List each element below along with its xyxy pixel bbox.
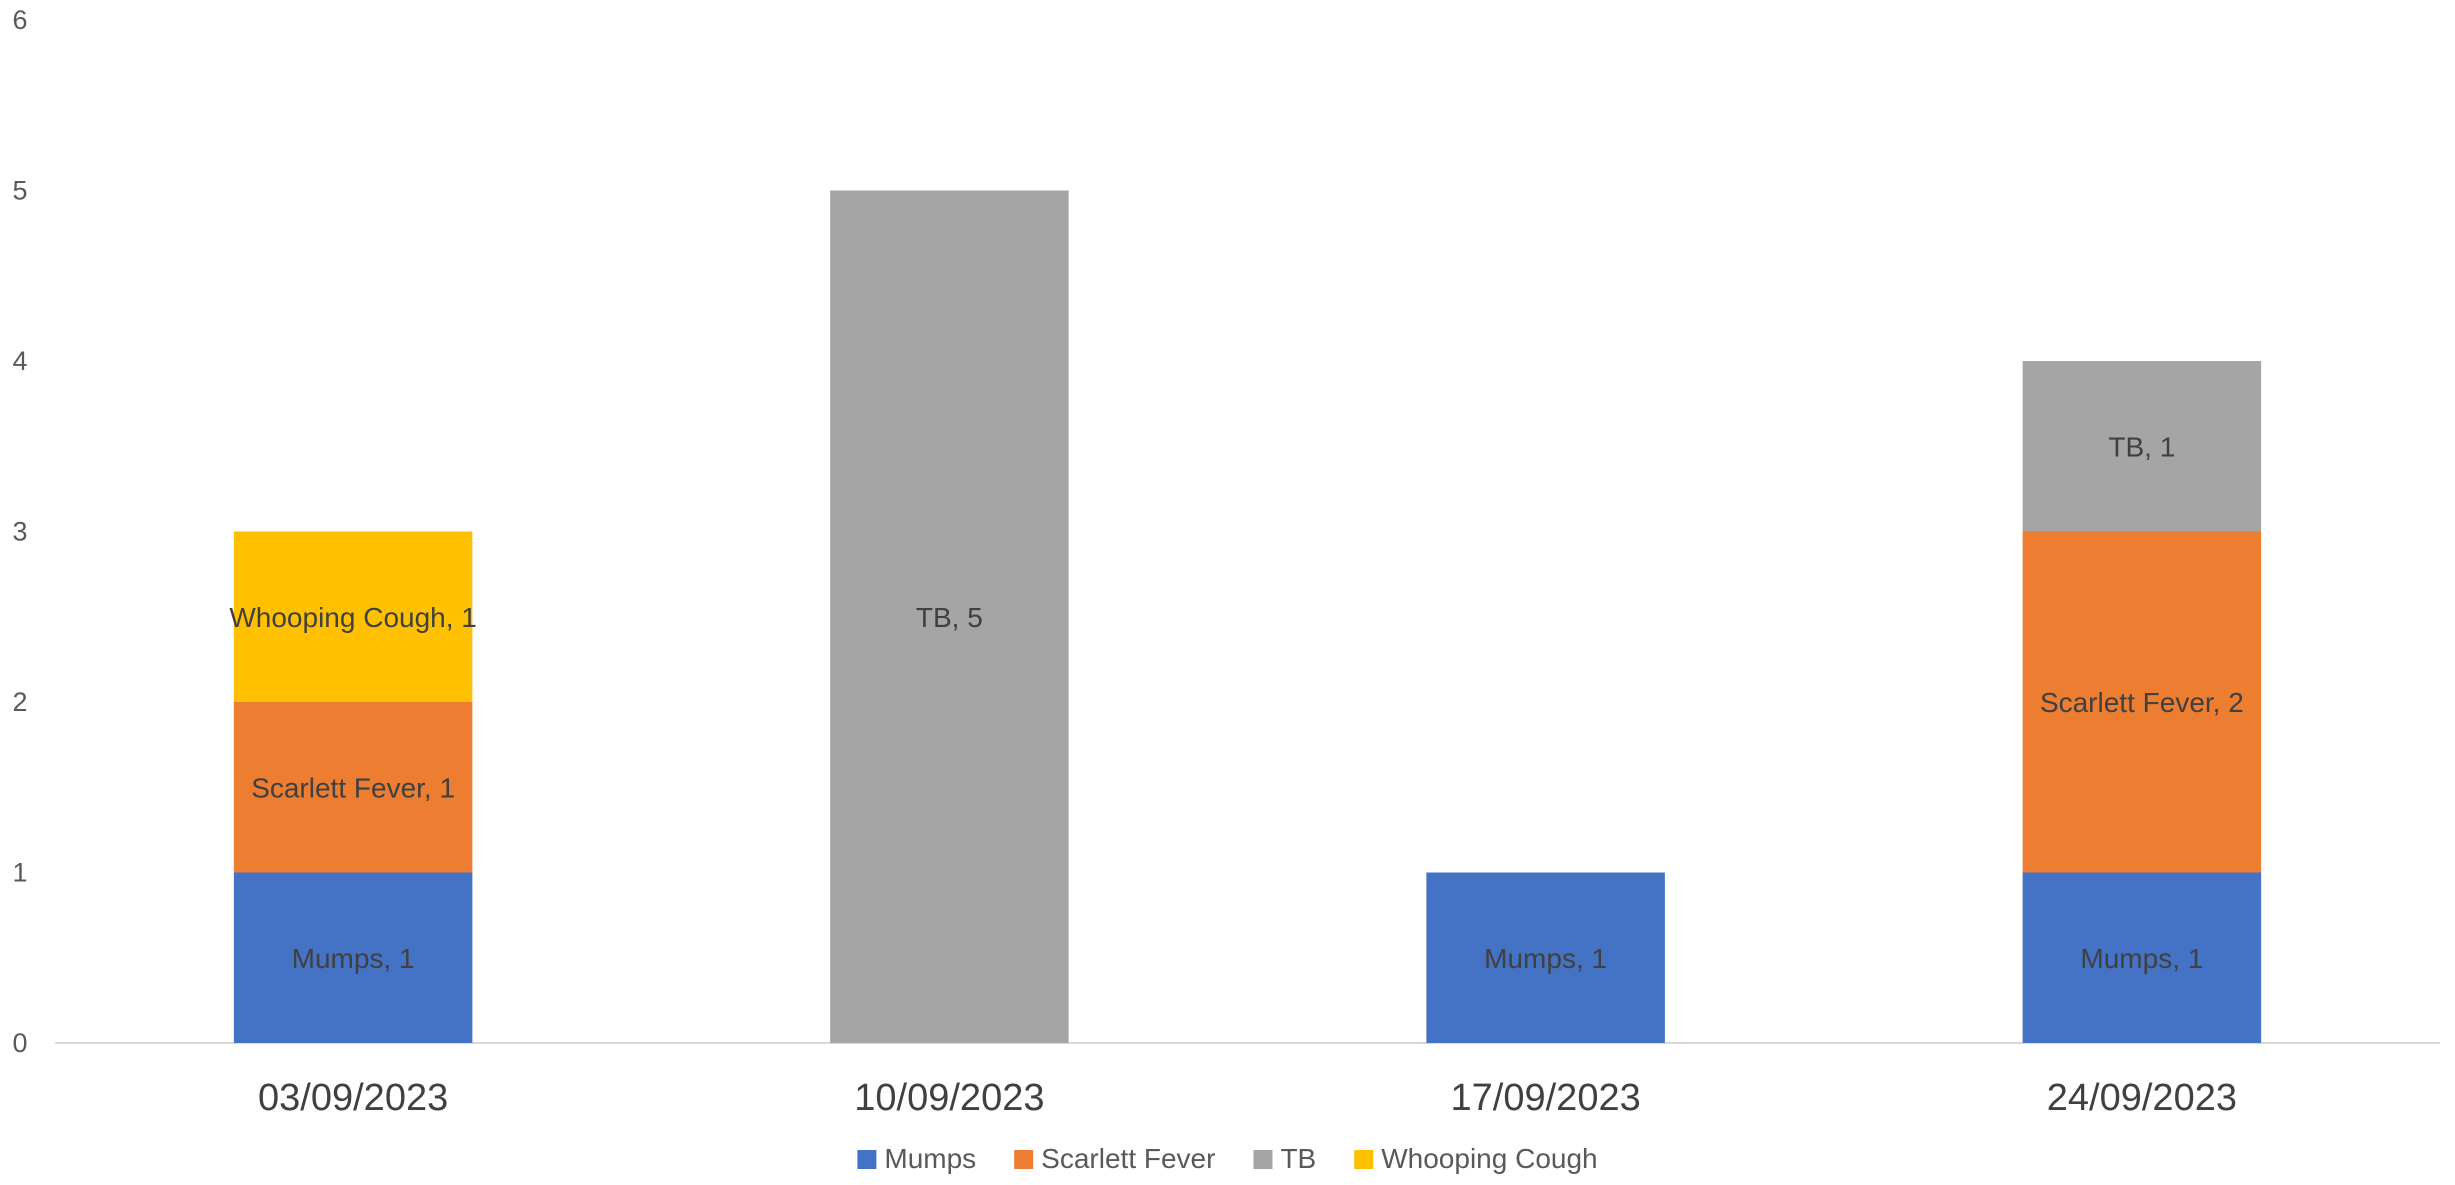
bar-segment (233, 702, 473, 873)
y-tick-label: 6 (12, 5, 27, 35)
legend-swatch (1354, 1150, 1374, 1169)
data-label: Mumps, 1 (1484, 943, 1607, 974)
bar-segment (233, 872, 473, 1043)
x-tick-label: 03/09/2023 (258, 1077, 448, 1119)
data-label: Scarlett Fever, 1 (251, 772, 455, 803)
x-tick-label: 10/09/2023 (854, 1077, 1044, 1119)
y-axis: 0 1 2 3 4 5 6 (12, 5, 27, 1058)
legend-label: TB (1280, 1143, 1316, 1174)
legend-swatch (1014, 1150, 1034, 1169)
bar-segment (1426, 872, 1665, 1043)
legend: Mumps Scarlett Fever TB Whooping Cough (857, 1143, 1598, 1174)
data-label: Mumps, 1 (2080, 943, 2203, 974)
legend-item: TB (1253, 1143, 1316, 1174)
y-tick-label: 2 (12, 687, 27, 717)
data-label: TB, 1 (2108, 431, 2175, 462)
data-labels: Mumps, 1 Scarlett Fever, 1 Whooping Cough,… (229, 431, 2243, 974)
legend-swatch (857, 1150, 877, 1169)
legend-item: Mumps (857, 1143, 976, 1174)
y-tick-label: 0 (12, 1028, 27, 1058)
y-tick-label: 3 (12, 517, 27, 547)
legend-item: Scarlett Fever (1014, 1143, 1215, 1174)
x-axis: 03/09/2023 10/09/2023 17/09/2023 24/09/2023 (258, 1077, 2237, 1119)
bar-segment (2022, 872, 2262, 1043)
data-label: TB, 5 (916, 602, 983, 633)
data-label: Mumps, 1 (292, 943, 415, 974)
legend-item: Whooping Cough (1354, 1143, 1598, 1174)
y-tick-label: 5 (12, 176, 27, 206)
bar-segment (2022, 361, 2262, 532)
bar-segment (2022, 531, 2262, 873)
legend-swatch (1253, 1150, 1273, 1169)
legend-label: Mumps (884, 1143, 976, 1174)
bar-segment (233, 531, 473, 702)
y-tick-label: 1 (12, 858, 27, 888)
legend-label: Scarlett Fever (1041, 1143, 1215, 1174)
data-label: Scarlett Fever, 2 (2040, 687, 2244, 718)
y-tick-label: 4 (12, 346, 27, 376)
data-label: Whooping Cough, 1 (229, 602, 477, 633)
bars (233, 190, 2262, 1043)
x-tick-label: 17/09/2023 (1451, 1077, 1641, 1119)
legend-label: Whooping Cough (1381, 1143, 1597, 1174)
bar-segment (830, 190, 1069, 1043)
x-tick-label: 24/09/2023 (2047, 1077, 2237, 1119)
